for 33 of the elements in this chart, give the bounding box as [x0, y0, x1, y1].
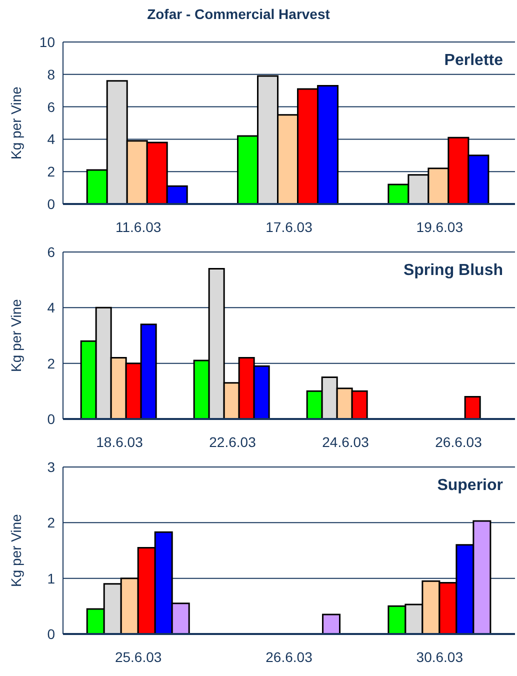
- y-tick-label: 2: [47, 355, 56, 372]
- text: Perlette: [444, 52, 503, 70]
- x-tick-label: 19.6.03: [416, 218, 464, 235]
- y-tick-label: 1: [47, 570, 56, 586]
- y-axis-title: Kg per Vine: [8, 86, 24, 160]
- x-tick-label: 30.6.03: [416, 648, 464, 665]
- x-tick-label: 11.6.03: [115, 218, 162, 235]
- y-tick-label: 3: [47, 458, 56, 475]
- text: Spring Blush: [403, 262, 503, 280]
- bar: [322, 614, 341, 634]
- x-tick-label: 24.6.03: [322, 434, 370, 450]
- y-axis-title: Kg per Vine: [8, 298, 24, 372]
- y-tick-label: 2: [47, 164, 56, 180]
- y-tick-label: 0: [47, 410, 56, 427]
- y-tick-label: 0: [47, 196, 56, 212]
- y-tick-label: 4: [47, 300, 56, 316]
- chart-title: Zofar - Commercial Harvest: [146, 5, 331, 24]
- y-tick-label: 4: [47, 131, 56, 148]
- y-tick-label: 0: [47, 626, 56, 642]
- y-axis-title: Kg per Vine: [8, 514, 24, 587]
- x-tick-label: 26.6.03: [435, 434, 482, 450]
- y-tick-label: 6: [47, 98, 56, 115]
- y-tick-label: 2: [47, 514, 56, 531]
- x-tick-label: 25.6.03: [114, 648, 162, 665]
- text: Superior: [437, 477, 503, 495]
- x-tick-label: 26.6.03: [266, 648, 313, 665]
- x-tick-label: 18.6.03: [96, 434, 144, 450]
- bar: [464, 396, 481, 419]
- y-tick-label: 8: [47, 66, 56, 82]
- y-tick-label: 6: [47, 244, 56, 260]
- x-tick-label: 22.6.03: [209, 434, 256, 450]
- y-tick-label: 10: [39, 34, 56, 50]
- x-tick-label: 17.6.03: [266, 218, 313, 235]
